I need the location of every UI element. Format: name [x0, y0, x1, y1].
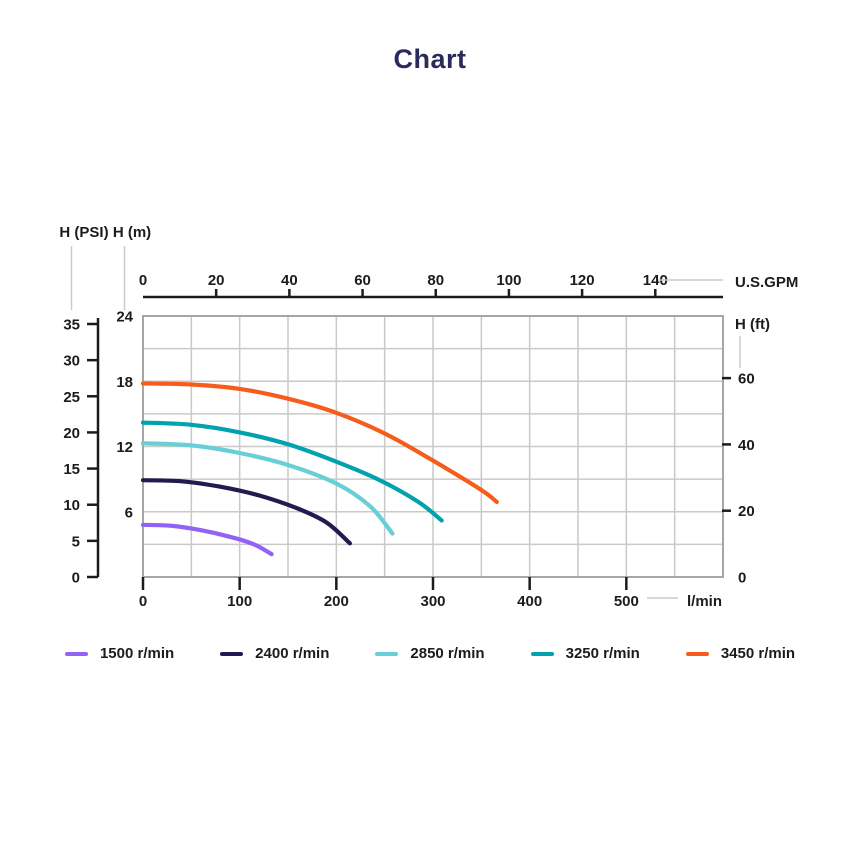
series-curve-1500-r-min	[140, 522, 274, 557]
right-axis-ft: 0 20 40 60	[722, 371, 755, 587]
m-axis-title: H (m)	[113, 224, 151, 241]
legend-item-1500-r-min[interactable]: 1500 r/min	[64, 645, 175, 662]
legend-swatch-icon	[64, 651, 88, 656]
legend-label: 3450 r/min	[720, 645, 796, 662]
legend-item-3250-r-min[interactable]: 3250 r/min	[530, 645, 640, 662]
lmin-tick-label: 100	[227, 593, 252, 610]
legend-swatch-icon	[685, 651, 709, 656]
psi-axis-title: H (PSI)	[59, 224, 108, 241]
ft-tick-label: 60	[738, 371, 755, 388]
psi-tick-label: 35	[63, 317, 80, 334]
usgpm-tick-label: 20	[208, 272, 225, 289]
legend-label: 1500 r/min	[99, 645, 175, 662]
usgpm-tick-label: 0	[139, 272, 147, 289]
m-tick-label: 12	[116, 439, 133, 456]
legend-swatch-icon	[375, 651, 399, 656]
psi-tick-label: 5	[72, 533, 80, 550]
chart-title: Chart	[393, 44, 467, 74]
psi-tick-label: 25	[63, 389, 80, 406]
psi-tick-label: 10	[63, 497, 80, 514]
psi-tick-label: 30	[63, 353, 80, 370]
series-curve-2400-r-min	[140, 478, 352, 546]
lmin-axis-title: l/min	[687, 593, 722, 610]
usgpm-tick-label: 80	[427, 272, 444, 289]
lmin-tick-label: 400	[517, 593, 542, 610]
ft-tick-label: 20	[738, 503, 755, 520]
psi-tick-label: 0	[72, 570, 80, 587]
bottom-axis-lmin: 0 100 200 300 400 500	[139, 577, 639, 610]
legend-item-2850-r-min[interactable]: 2850 r/min	[375, 645, 485, 662]
lmin-tick-label: 0	[139, 593, 147, 610]
usgpm-tick-label: 40	[281, 272, 298, 289]
psi-tick-label: 20	[63, 425, 80, 442]
usgpm-axis-title: U.S.GPM	[735, 274, 798, 291]
lmin-tick-label: 200	[324, 593, 349, 610]
usgpm-tick-label: 60	[354, 272, 371, 289]
legend-swatch-icon	[530, 651, 554, 656]
legend-label: 3250 r/min	[565, 645, 640, 662]
series-curves	[140, 381, 499, 557]
legend-label: 2400 r/min	[255, 645, 330, 662]
legend-label: 2850 r/min	[410, 645, 485, 662]
series-curve-3250-r-min	[140, 420, 444, 523]
series-curve-2850-r-min	[140, 441, 395, 536]
top-axis-usgpm: 0 20 40 60 80 100 120 140	[139, 272, 723, 299]
lmin-tick-label: 500	[614, 593, 639, 610]
m-tick-label: 6	[125, 504, 133, 521]
chart-legend: 1500 r/min 2400 r/min 2850 r/min 3250 r/min…	[0, 645, 860, 662]
m-tick-label: 18	[116, 374, 133, 391]
left-axis-psi: 0 5 10 15 20 25 30 35	[63, 317, 100, 587]
ft-tick-label: 0	[738, 570, 746, 587]
psi-tick-label: 15	[63, 461, 80, 478]
ft-tick-label: 40	[738, 437, 755, 454]
left-axis-m-labels: 6 12 18 24	[116, 309, 133, 522]
m-tick-label: 24	[116, 309, 133, 326]
legend-swatch-icon	[220, 651, 244, 656]
lmin-tick-label: 300	[420, 593, 445, 610]
usgpm-tick-label: 120	[570, 272, 595, 289]
legend-item-3450-r-min[interactable]: 3450 r/min	[685, 645, 796, 662]
usgpm-tick-label: 100	[496, 272, 521, 289]
ft-axis-title: H (ft)	[735, 316, 770, 333]
usgpm-tick-label: 140	[643, 272, 668, 289]
series-curve-3450-r-min	[140, 381, 499, 505]
legend-item-2400-r-min[interactable]: 2400 r/min	[220, 645, 329, 662]
